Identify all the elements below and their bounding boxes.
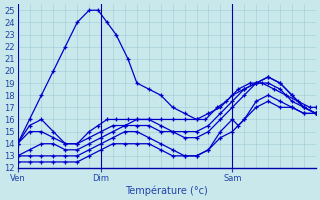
X-axis label: Température (°c): Température (°c): [125, 185, 208, 196]
